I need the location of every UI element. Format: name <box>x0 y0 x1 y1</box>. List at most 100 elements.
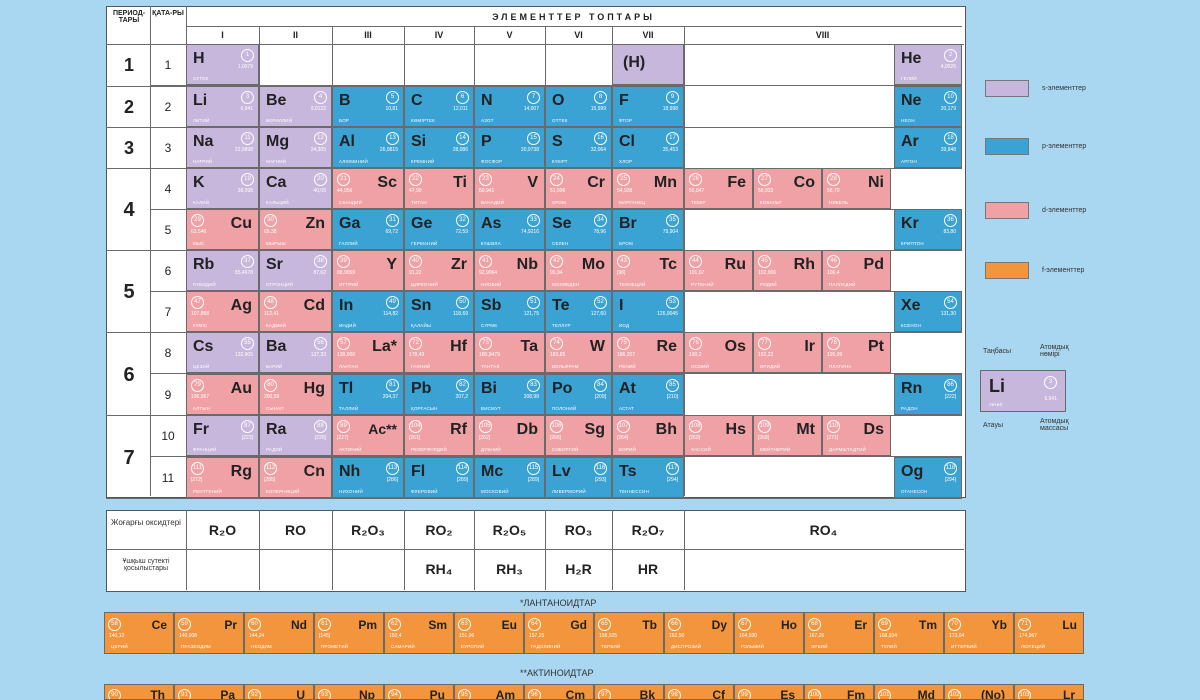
element-cell-sg[interactable]: Sg 106 [266] СИБОРГИЙ <box>545 415 612 456</box>
element-cell-rn[interactable]: Rn 86 [222] РАДОН <box>894 374 962 415</box>
element-cell-ts[interactable]: Ts 117 [294] ТЕННЕССИН <box>612 457 684 498</box>
element-cell-b[interactable]: B 5 10,81 БОР <box>332 86 404 127</box>
element-cell-ne[interactable]: Ne 10 20,179 НЕОН <box>894 86 962 127</box>
element-cell-ra[interactable]: Ra 88 [226] РАДИЙ <box>259 415 332 456</box>
element-cell-co[interactable]: Co 27 58,933 КОБАЛЬТ <box>753 168 822 209</box>
element-cell-pt[interactable]: Pt 78 195,09 ПЛАТИНА <box>822 332 891 373</box>
element-cell-p[interactable]: P 15 30,9738 ФОСФОР <box>474 127 545 168</box>
element-cell-db[interactable]: Db 105 [262] ДУБНИЙ <box>474 415 545 456</box>
lanthanide-cell-sm[interactable]: 62 Sm 150,4 САМАРИЙ <box>384 612 454 654</box>
element-cell-sc[interactable]: Sc 21 44,956 СКАНДИЙ <box>332 168 404 209</box>
element-cell-mn[interactable]: Mn 25 54,938 МАРГАНЕЦ <box>612 168 684 209</box>
element-cell-re[interactable]: Re 75 186,207 РЕНИЙ <box>612 332 684 373</box>
element-cell-li[interactable]: Li 3 6,941 ЛИТИЙ <box>186 86 259 127</box>
element-cell-ca[interactable]: Ca 20 40,08 КАЛЬЦИЙ <box>259 168 332 209</box>
element-cell-cn[interactable]: Cn 112 [285] КОПЕРНИЦИЙ <box>259 457 332 498</box>
element-cell-ac[interactable]: Ac** 89 [227] АКТИНИЙ <box>332 415 404 456</box>
lanthanide-cell-ce[interactable]: 58 Ce 140,12 ЦЕРИЙ <box>104 612 174 654</box>
element-cell-h[interactable]: (H) <box>612 44 684 85</box>
actinide-cell-fm[interactable]: 100 Fm <box>804 684 874 700</box>
element-cell-h[interactable]: H 1 1,0079 СУТЕК <box>186 44 259 85</box>
element-cell-lv[interactable]: Lv 116 [293] ЛИВЕРМОРИЙ <box>545 457 612 498</box>
element-cell-rh[interactable]: Rh 45 102,906 РОДИЙ <box>753 250 822 291</box>
element-cell-fl[interactable]: Fl 114 [289] ФЛЕРОВИЙ <box>404 457 474 498</box>
element-cell-o[interactable]: O 8 15,999 ОТТЕК <box>545 86 612 127</box>
element-cell-cr[interactable]: Cr 24 51,996 ХРОМ <box>545 168 612 209</box>
lanthanide-cell-tb[interactable]: 65 Tb 158,925 ТЕРБИЙ <box>594 612 664 654</box>
element-cell-tl[interactable]: Tl 81 204,37 ТАЛЛИЙ <box>332 374 404 415</box>
element-cell-ti[interactable]: Ti 22 47,90 ТИТАН <box>404 168 474 209</box>
lanthanide-cell-tm[interactable]: 69 Tm 168,934 ТУЛИЙ <box>874 612 944 654</box>
actinide-cell-lr[interactable]: 103 Lr <box>1014 684 1084 700</box>
lanthanide-cell-pm[interactable]: 61 Pm [145] ПРОМЕТИЙ <box>314 612 384 654</box>
element-cell-fr[interactable]: Fr 87 [223] ФРАНЦИЙ <box>186 415 259 456</box>
actinide-cell-cf[interactable]: 98 Cf <box>664 684 734 700</box>
element-cell-f[interactable]: F 9 18,998 ФТОР <box>612 86 684 127</box>
element-cell-se[interactable]: Se 34 78,96 СЕЛЕН <box>545 209 612 250</box>
element-cell-po[interactable]: Po 84 [209] ПОЛОНИЙ <box>545 374 612 415</box>
element-cell-bi[interactable]: Bi 83 208,98 ВИСМУТ <box>474 374 545 415</box>
element-cell-rg[interactable]: Rg 111 [272] РЕНТГЕНИЙ <box>186 457 259 498</box>
lanthanide-cell-gd[interactable]: 64 Gd 157,25 ГАДОЛИНИЙ <box>524 612 594 654</box>
element-cell-pd[interactable]: Pd 46 106,4 ПАЛЛАДИЙ <box>822 250 891 291</box>
element-cell-w[interactable]: W 74 183,85 ВОЛЬФРАМ <box>545 332 612 373</box>
element-cell-c[interactable]: C 6 12,011 КӨМІРТЕК <box>404 86 474 127</box>
element-cell-rb[interactable]: Rb 37 85,4678 РУБИДИЙ <box>186 250 259 291</box>
element-cell-mt[interactable]: Mt 109 [268] МЕЙТНЕРИЙ <box>753 415 822 456</box>
element-cell-ru[interactable]: Ru 44 101,07 РУТЕНИЙ <box>684 250 753 291</box>
element-cell-ba[interactable]: Ba 56 137,33 БАРИЙ <box>259 332 332 373</box>
element-cell-la[interactable]: La* 57 138,906 ЛАНТАН <box>332 332 404 373</box>
element-cell-cu[interactable]: Cu 29 63,546 МЫС <box>186 209 259 250</box>
element-cell-ir[interactable]: Ir 77 192,22 ИРИДИЙ <box>753 332 822 373</box>
lanthanide-cell-ho[interactable]: 67 Ho 164,930 ГОЛЬМИЙ <box>734 612 804 654</box>
element-cell-zr[interactable]: Zr 40 91,22 ЦИРКОНИЙ <box>404 250 474 291</box>
actinide-cell-no[interactable]: 102 (No) <box>944 684 1014 700</box>
element-cell-nh[interactable]: Nh 113 [286] НИХОНИЙ <box>332 457 404 498</box>
lanthanide-cell-eu[interactable]: 63 Eu 151,96 ЕУРОПИЙ <box>454 612 524 654</box>
element-cell-ds[interactable]: Ds 110 [271] ДАРМШТАДТИЙ <box>822 415 891 456</box>
element-cell-n[interactable]: N 7 14,007 АЗОТ <box>474 86 545 127</box>
actinide-cell-cm[interactable]: 96 Cm <box>524 684 594 700</box>
element-cell-hs[interactable]: Hs 108 [269] ХАССИЙ <box>684 415 753 456</box>
actinide-cell-pa[interactable]: 91 Pa <box>174 684 244 700</box>
element-cell-os[interactable]: Os 76 190,2 ОСМИЙ <box>684 332 753 373</box>
element-cell-cl[interactable]: Cl 17 35,453 ХЛОР <box>612 127 684 168</box>
element-cell-ar[interactable]: Ar 18 39,948 АРГОН <box>894 127 962 168</box>
element-cell-ge[interactable]: Ge 32 72,59 ГЕРМАНИЙ <box>404 209 474 250</box>
lanthanide-cell-pr[interactable]: 59 Pr 140,908 ПРАЗЕОДИМ <box>174 612 244 654</box>
actinide-cell-am[interactable]: 95 Am <box>454 684 524 700</box>
actinide-cell-np[interactable]: 93 Np <box>314 684 384 700</box>
element-cell-ni[interactable]: Ni 28 58,70 НИКЕЛЬ <box>822 168 891 209</box>
element-cell-hg[interactable]: Hg 80 200,59 СЫНАП <box>259 374 332 415</box>
element-cell-pb[interactable]: Pb 82 207,2 ҚОРҒАСЫН <box>404 374 474 415</box>
element-cell-xe[interactable]: Xe 54 131,30 КСЕНОН <box>894 291 962 332</box>
element-cell-y[interactable]: Y 39 88,9059 ИТТРИЙ <box>332 250 404 291</box>
actinide-cell-th[interactable]: 90 Th <box>104 684 174 700</box>
element-cell-s[interactable]: S 16 32,064 КҮКІРТ <box>545 127 612 168</box>
element-cell-he[interactable]: He 2 4,0026 ГЕЛИЙ <box>894 44 962 85</box>
lanthanide-cell-er[interactable]: 68 Er 167,26 ЭРБИЙ <box>804 612 874 654</box>
element-cell-in[interactable]: In 49 114,82 ИНДИЙ <box>332 291 404 332</box>
element-cell-bh[interactable]: Bh 107 [264] БОРИЙ <box>612 415 684 456</box>
element-cell-v[interactable]: V 23 50,941 ВАНАДИЙ <box>474 168 545 209</box>
element-cell-as[interactable]: As 33 74,9216 КҮШӘЛА <box>474 209 545 250</box>
element-cell-cs[interactable]: Cs 55 132,905 ЦЕЗИЙ <box>186 332 259 373</box>
element-cell-sr[interactable]: Sr 38 87,62 СТРОНЦИЙ <box>259 250 332 291</box>
element-cell-si[interactable]: Si 14 28,086 КРЕМНИЙ <box>404 127 474 168</box>
actinide-cell-md[interactable]: 101 Md <box>874 684 944 700</box>
element-cell-at[interactable]: At 85 [210] АСТАТ <box>612 374 684 415</box>
actinide-cell-pu[interactable]: 94 Pu <box>384 684 454 700</box>
element-cell-be[interactable]: Be 4 9,0122 БЕРИЛЛИЙ <box>259 86 332 127</box>
element-cell-na[interactable]: Na 11 22,9898 НАТРИЙ <box>186 127 259 168</box>
lanthanide-cell-yb[interactable]: 70 Yb 173,04 ИТТЕРБИЙ <box>944 612 1014 654</box>
element-cell-sb[interactable]: Sb 51 121,75 СҮРМЕ <box>474 291 545 332</box>
element-cell-al[interactable]: Al 13 26,9815 АЛЮМИНИЙ <box>332 127 404 168</box>
element-cell-i[interactable]: I 53 126,9045 ИОД <box>612 291 684 332</box>
element-cell-mg[interactable]: Mg 12 24,305 МАГНИЙ <box>259 127 332 168</box>
element-cell-ta[interactable]: Ta 73 180,9479 ТАНТАЛ <box>474 332 545 373</box>
element-cell-ga[interactable]: Ga 31 69,72 ГАЛЛИЙ <box>332 209 404 250</box>
element-cell-fe[interactable]: Fe 26 55,847 ТЕМІР <box>684 168 753 209</box>
element-cell-hf[interactable]: Hf 72 178,49 ГАФНИЙ <box>404 332 474 373</box>
element-cell-sn[interactable]: Sn 50 118,69 ҚАЛАЙЫ <box>404 291 474 332</box>
element-cell-kr[interactable]: Kr 36 83,80 КРИПТОН <box>894 209 962 250</box>
